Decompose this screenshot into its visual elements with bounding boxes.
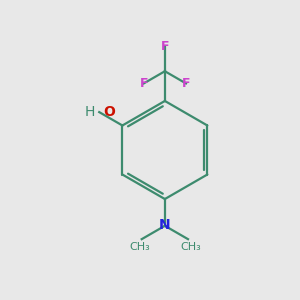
- Text: H: H: [84, 104, 95, 118]
- Text: F: F: [182, 77, 190, 90]
- Text: N: N: [159, 218, 171, 232]
- Text: F: F: [140, 77, 148, 90]
- Text: F: F: [160, 40, 169, 53]
- Text: CH₃: CH₃: [180, 242, 201, 251]
- Text: CH₃: CH₃: [129, 242, 150, 251]
- Text: O: O: [104, 104, 116, 118]
